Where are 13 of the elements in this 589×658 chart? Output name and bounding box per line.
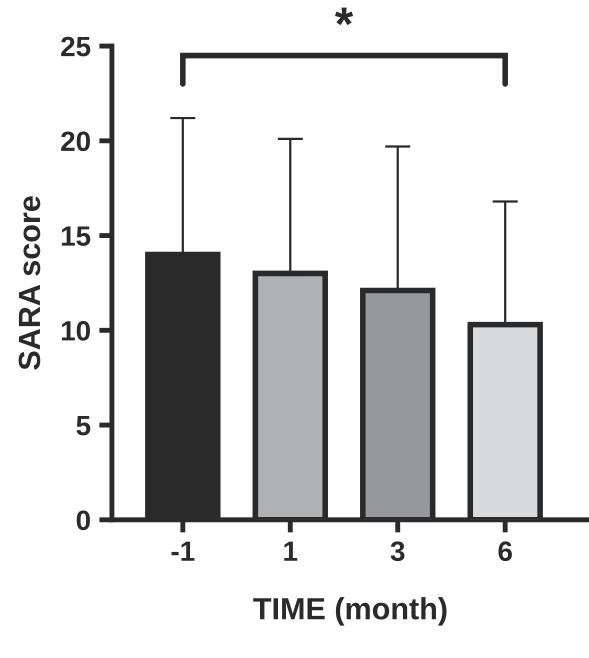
- x-tick-label: 3: [390, 541, 404, 562]
- text: *: [334, 8, 354, 26]
- y-axis-title: SARA score: [18, 196, 40, 370]
- y-tick-label: 0: [76, 510, 90, 530]
- x-tick-label: -1: [172, 542, 194, 561]
- x-tick-label: 1: [284, 542, 298, 561]
- y-tick-label: 5: [76, 416, 90, 436]
- x-tick-label: 6: [498, 541, 512, 562]
- x-axis-title: TIME (month): [253, 597, 447, 626]
- y-tick-label: 25: [61, 36, 90, 56]
- y-tick-label: 20: [61, 131, 90, 152]
- y-tick-label: 10: [62, 320, 90, 341]
- y-tick-label: 15: [62, 226, 90, 246]
